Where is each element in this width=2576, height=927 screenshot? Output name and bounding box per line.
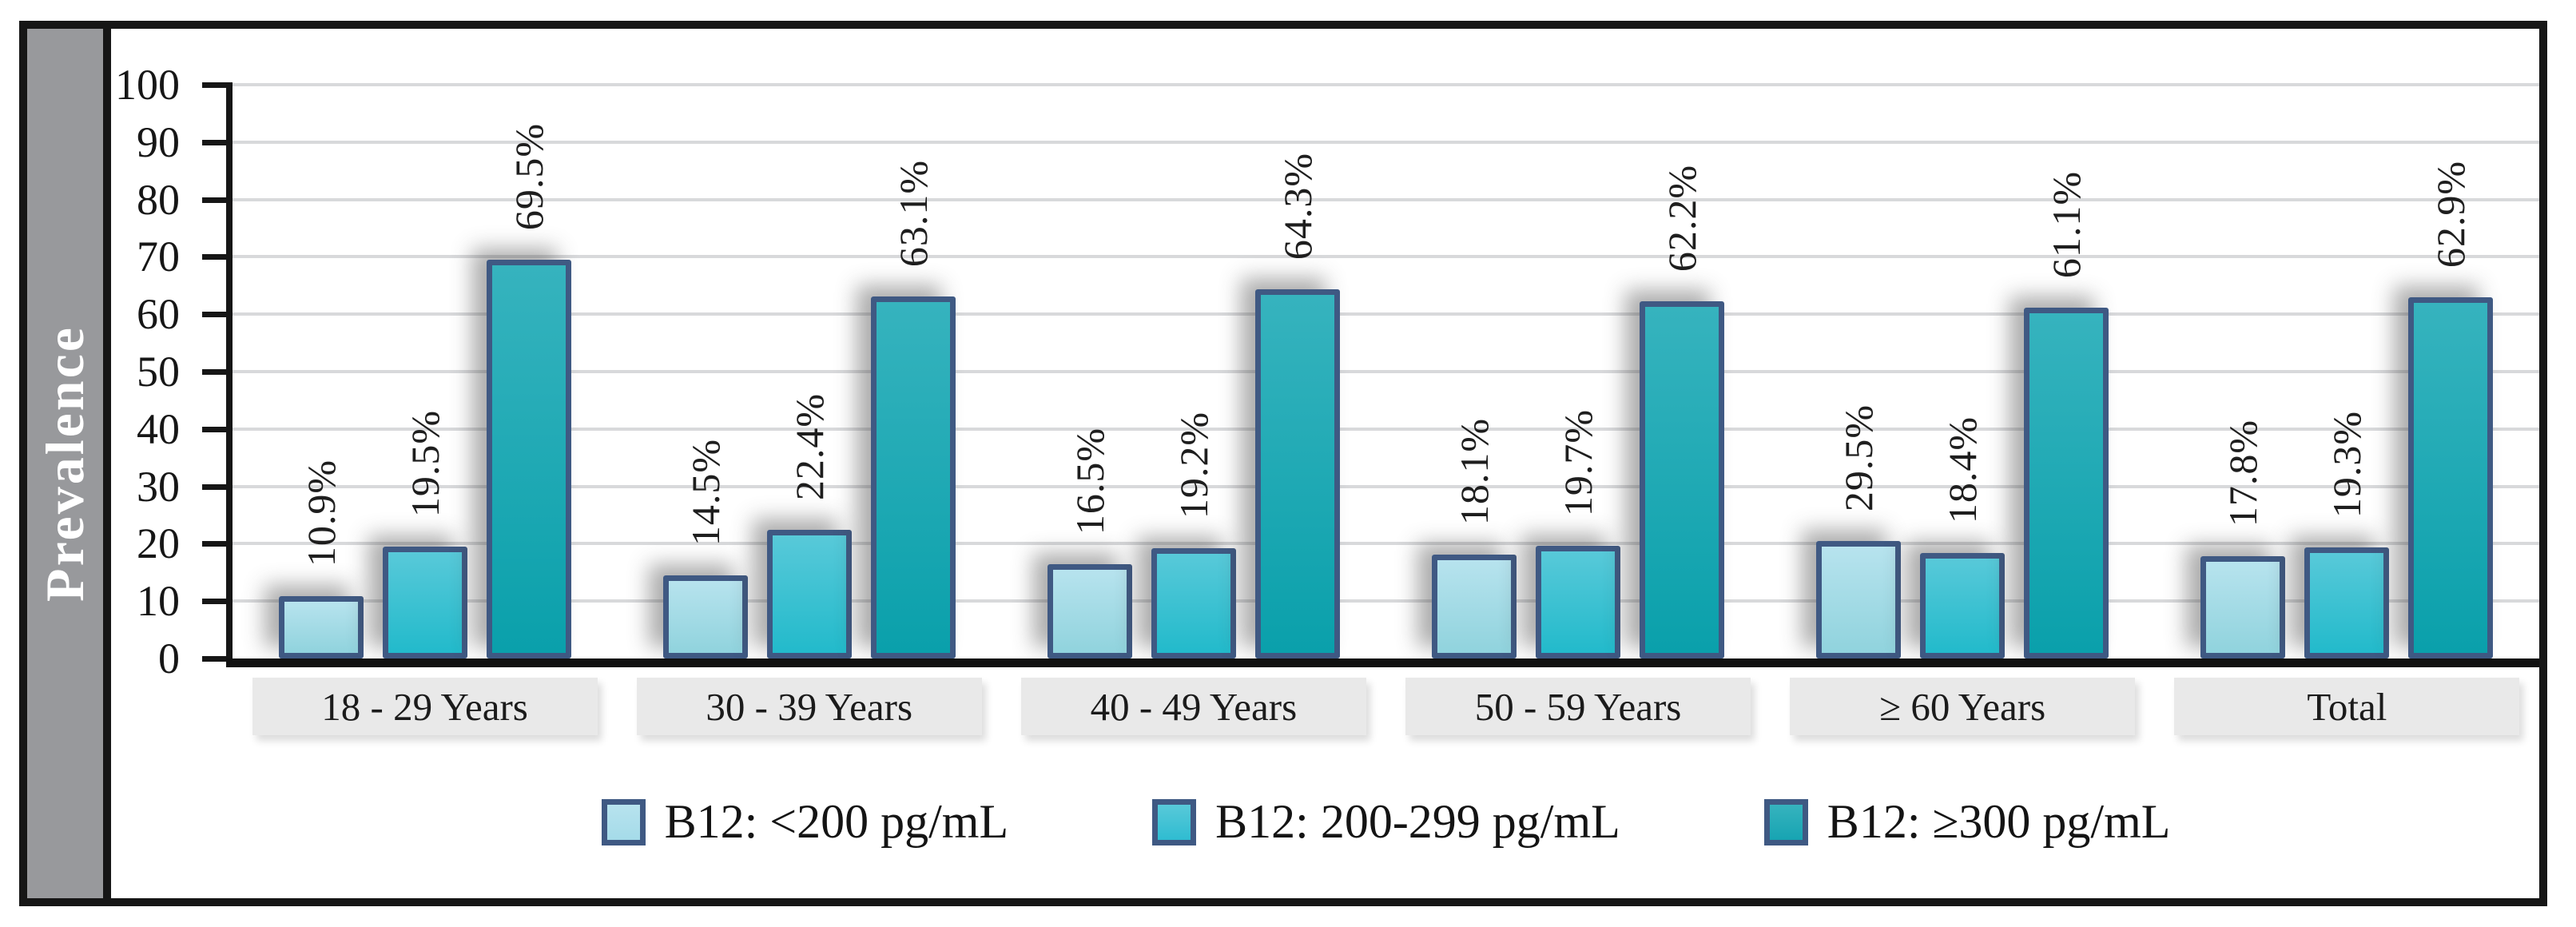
y-tick-label: 80 [137,175,180,224]
bar-value-label: 19.5% [402,409,447,517]
y-tick-label: 70 [137,233,180,281]
y-tick-label: 20 [137,519,180,568]
bar-value-label: 69.5% [506,122,551,230]
bar-value-label: 16.5% [1067,427,1112,535]
bar: 19.2% [1151,412,1236,658]
bar-value-label: 19.7% [1556,408,1601,516]
gridline [233,255,2539,259]
y-tick-mark [202,656,226,662]
category-label: ≥ 60 Years [1790,678,2136,735]
y-axis-line [226,82,233,667]
y-tick-label: 100 [115,61,180,109]
category-label: 18 - 29 Years [252,678,598,735]
bar-group: 17.8% 19.3% 62.9% [2200,85,2494,658]
category-label: 40 - 49 Years [1020,678,1366,735]
bar: 19.3% [2304,411,2390,658]
y-tick-mark [202,82,226,88]
gridline [233,197,2539,201]
bar-group: 14.5% 22.4% 63.1% [662,85,956,658]
legend-label: B12: ≥300 pg/mL [1827,795,2171,848]
legend: B12: <200 pg/mL B12: 200-299 pg/mL B12: ≥3… [233,794,2539,849]
bar-value-label: 62.2% [1660,164,1705,272]
category-label: 30 - 39 Years [636,678,982,735]
bar-value-label: 64.3% [1274,152,1320,260]
bar: 62.9% [2408,161,2494,658]
bar-value-label: 22.4% [786,392,832,500]
bar-value-label: 62.9% [2428,160,2474,268]
bar: 62.2% [1640,165,1725,658]
gridline [233,140,2539,144]
y-tick-mark [202,599,226,605]
y-tick-label: 40 [137,404,180,453]
y-tick-mark [202,254,226,261]
bar-value-label: 63.1% [890,159,936,267]
y-tick-mark [202,426,226,432]
legend-item: B12: <200 pg/mL [601,794,1009,849]
bar-value-label: 18.1% [1452,417,1497,525]
category-labels: 18 - 29 Years 30 - 39 Years 40 - 49 Years 5… [233,678,2539,735]
bar: 10.9% [278,460,364,658]
y-tick-mark [202,139,226,145]
gridline [233,599,2539,603]
gridline [233,427,2539,431]
y-tick-mark [202,197,226,203]
y-tick-label: 50 [137,348,180,396]
y-tick-mark [202,312,226,318]
y-tick-mark [202,483,226,490]
bar: 69.5% [486,123,571,658]
bar: 61.1% [2024,171,2109,658]
bar-value-label: 19.3% [2324,410,2370,518]
legend-swatch [1152,798,1197,845]
y-tick-mark [202,541,226,547]
gridline [233,542,2539,546]
chart-area: 0 10 20 30 40 50 60 70 80 90 100 10.9% 19.5% 69.5% 14… [111,29,2539,898]
figure-frame: Prevalence 0 10 20 30 40 50 60 70 80 90 100 10.9% 1… [19,21,2547,906]
bar-value-label: 19.2% [1171,411,1216,519]
bar: 22.4% [766,393,852,658]
bar-value-label: 10.9% [298,459,344,567]
bar: 14.5% [662,439,748,658]
legend-swatch [1763,798,1808,845]
legend-label: B12: 200-299 pg/mL [1215,795,1620,848]
y-axis-title-strip: Prevalence [27,29,111,898]
y-tick-mark [202,369,226,375]
gridline [233,83,2539,86]
y-tick-label: 90 [137,117,180,166]
bars-row: 10.9% 19.5% 69.5% 14.5% 22.4% 63.1% 16.5% 19.2%… [233,85,2539,658]
bar-value-label: 18.4% [1940,416,1986,523]
y-tick-label: 0 [158,635,180,682]
bar-value-label: 61.1% [2044,170,2089,278]
bar: 16.5% [1047,428,1132,658]
bar: 64.3% [1254,153,1340,658]
bar-value-label: 17.8% [2220,419,2266,527]
category-label: 50 - 59 Years [1405,678,1751,735]
bar-group: 10.9% 19.5% 69.5% [278,85,571,658]
bar-group: 18.1% 19.7% 62.2% [1432,85,1725,658]
legend-swatch [601,798,646,845]
legend-label: B12: <200 pg/mL [664,795,1009,848]
legend-item: B12: 200-299 pg/mL [1152,794,1620,849]
x-axis-line [226,658,2539,667]
bar-value-label: 14.5% [682,438,728,546]
gridline [233,370,2539,373]
y-tick-label: 10 [137,577,180,626]
bar: 19.5% [382,410,467,658]
bar-group: 29.5% 18.4% 61.1% [1816,85,2109,658]
bar: 29.5% [1816,404,1902,658]
bar: 18.4% [1920,416,2006,658]
bar-value-label: 29.5% [1836,404,1882,511]
y-tick-label: 30 [137,462,180,511]
bar: 63.1% [870,160,956,658]
legend-item: B12: ≥300 pg/mL [1763,794,2171,849]
bar-group: 16.5% 19.2% 64.3% [1047,85,1340,658]
y-tick-label: 60 [137,290,180,339]
y-axis-title: Prevalence [34,325,95,602]
category-label: Total [2174,678,2520,735]
gridline [233,312,2539,316]
bar: 18.1% [1432,418,1517,658]
bar: 19.7% [1536,409,1621,658]
gridline [233,484,2539,488]
bar: 17.8% [2200,420,2286,658]
